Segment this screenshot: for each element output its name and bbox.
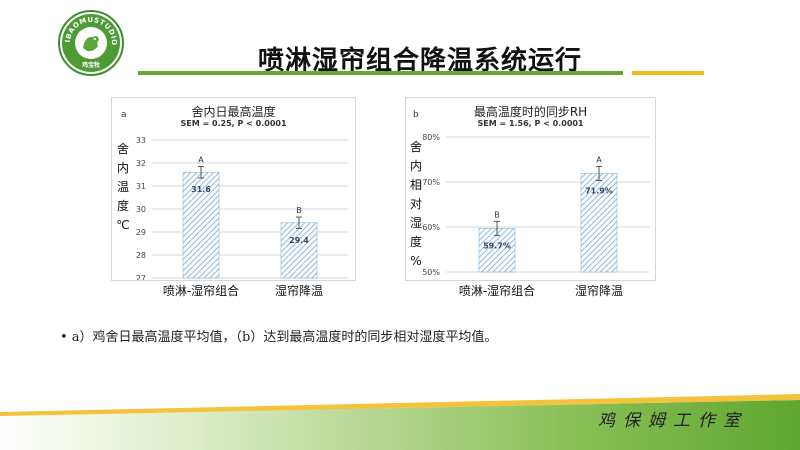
y-tick-label: 30	[136, 205, 146, 214]
y-tick-label: 27	[136, 274, 146, 280]
y-tick-label: 80%	[422, 133, 440, 142]
y-tick-label: 70%	[422, 178, 440, 187]
ylabel-char: 度	[116, 199, 129, 213]
chart-b-ylabel: 舍 内 相 对 湿 度 %	[408, 138, 424, 271]
chart-a-ylabel: 舍 内 温 度 ℃	[115, 140, 131, 235]
data-label: 31.6	[191, 185, 211, 194]
ylabel-char: 湿	[409, 216, 422, 230]
footer-band	[0, 394, 800, 450]
panel-letter-a: a	[121, 110, 127, 120]
ylabel-char: ℃	[116, 218, 130, 232]
ylabel-char: 温	[116, 180, 129, 194]
chart-a-title: 舍内日最高温度	[191, 105, 276, 119]
chart-b-subtitle: SEM = 1.56, P < 0.0001	[477, 119, 584, 128]
y-tick-label: 33	[136, 136, 146, 145]
ylabel-char: 对	[409, 197, 422, 211]
ylabel-char: 舍	[116, 142, 129, 156]
ylabel-char: 内	[116, 161, 129, 175]
ylabel-char: 相	[409, 178, 422, 192]
y-tick-label: 60%	[422, 223, 440, 232]
logo-name: 鸡宝牧	[81, 61, 101, 69]
data-label: 71.9%	[585, 186, 613, 195]
panel-letter-b: b	[413, 110, 419, 120]
x-category-label: 湿帘降温	[274, 284, 324, 298]
chart-panel-a: a 舍内日最高温度 SEM = 0.25, P < 0.0001 舍 内 温 度…	[111, 97, 356, 281]
chart-a-subtitle: SEM = 0.25, P < 0.0001	[180, 119, 287, 128]
ylabel-char: 度	[409, 235, 422, 249]
x-category-label: 喷淋-湿帘组合	[162, 284, 240, 298]
chart-b-plot: 50% 60% 70% 80% B 59.7% A 71.9%	[422, 133, 650, 277]
chart-a-plot: 27 28 29 30 31 32 33 A 31.6 B 29.4	[136, 136, 348, 280]
figure-caption: • a）鸡舍日最高温度平均值，（b）达到最高温度时的同步相对湿度平均值。	[60, 330, 498, 345]
logo: JIBAOMUSTUDIO 鸡宝牧	[58, 10, 124, 76]
data-label: 29.4	[289, 236, 309, 245]
y-tick-label: 50%	[422, 268, 440, 277]
ylabel-char: %	[410, 254, 422, 268]
bar	[182, 171, 220, 279]
title-underline-gold	[632, 71, 704, 75]
bar	[280, 222, 318, 279]
significance-letter: A	[596, 155, 602, 164]
x-category-label: 喷淋-湿帘组合	[458, 284, 536, 298]
x-category-label: 湿帘降温	[574, 284, 624, 298]
chart-panel-b: b 最高温度时的同步RH SEM = 1.56, P < 0.0001 舍 内 …	[405, 97, 656, 281]
data-label: 59.7%	[483, 241, 511, 250]
significance-letter: B	[494, 210, 500, 219]
y-tick-label: 32	[136, 159, 146, 168]
y-tick-label: 29	[136, 228, 146, 237]
ylabel-char: 内	[409, 159, 422, 173]
chart-b-title: 最高温度时的同步RH	[473, 105, 588, 119]
y-tick-label: 31	[136, 182, 146, 191]
ylabel-char: 舍	[409, 140, 422, 154]
significance-letter: B	[296, 206, 302, 215]
significance-letter: A	[198, 155, 204, 164]
y-tick-label: 28	[136, 251, 146, 260]
footer-slogan: 鸡保姆工作室	[598, 411, 748, 431]
title-underline-green	[138, 71, 623, 75]
